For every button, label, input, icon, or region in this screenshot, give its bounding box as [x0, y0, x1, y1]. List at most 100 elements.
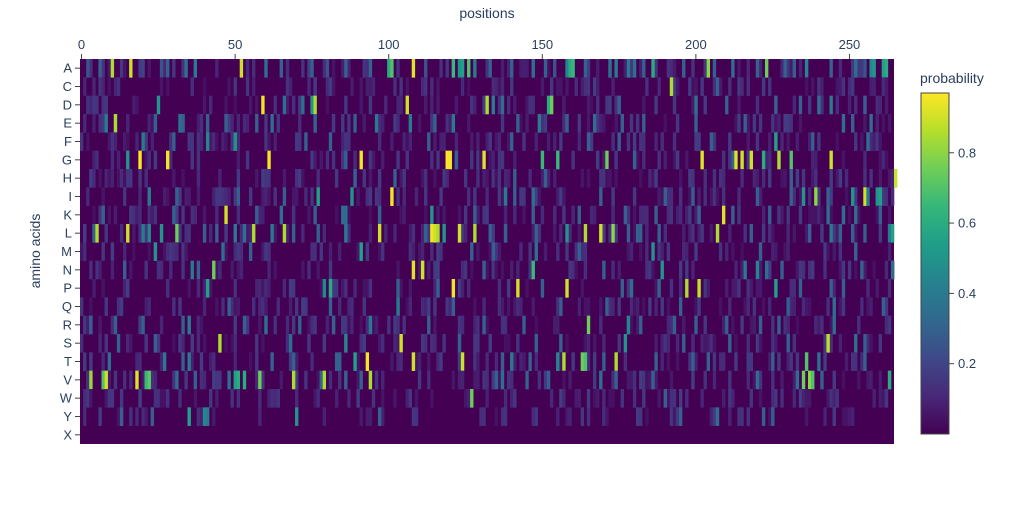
heatmap-cell: [682, 242, 686, 261]
heatmap-cell: [801, 169, 806, 188]
heatmap-cell: [485, 169, 489, 188]
heatmap-cell: [602, 150, 606, 170]
heatmap-cell: [159, 77, 164, 96]
heatmap-cell: [101, 242, 105, 261]
heatmap-cell: [129, 169, 133, 188]
y-tick-label: D: [63, 97, 72, 112]
heatmap-cell: [553, 205, 557, 225]
heatmap-cell: [439, 242, 443, 261]
heatmap-cell: [467, 187, 471, 206]
heatmap-cell: [119, 169, 124, 188]
heatmap-cell: [740, 242, 744, 261]
heatmap-plot-area[interactable]: [80, 59, 898, 444]
heatmap-cell: [626, 279, 631, 298]
heatmap-cell: [531, 224, 535, 243]
heatmap-cell: [414, 407, 419, 426]
heatmap-cell: [611, 205, 615, 225]
heatmap-cell: [236, 114, 241, 133]
heatmap-cell: [688, 187, 692, 206]
heatmap-cell-I-138: [503, 187, 508, 206]
heatmap-cell: [233, 77, 237, 96]
heatmap-cell-M-127: [470, 242, 474, 261]
heatmap-cell: [473, 370, 477, 390]
heatmap-cell: [304, 297, 308, 316]
heatmap-cell: [709, 187, 714, 206]
heatmap-cell: [138, 187, 142, 206]
heatmap-cell: [688, 205, 692, 225]
heatmap-cell: [823, 352, 827, 371]
y-axis-title: amino acids: [27, 214, 43, 289]
heatmap-cell: [657, 242, 661, 261]
heatmap-cell-N-43: [212, 260, 216, 280]
heatmap-cell: [503, 334, 508, 353]
heatmap-cell-V-238: [811, 370, 815, 390]
heatmap-cell: [307, 260, 311, 280]
heatmap-cell: [190, 352, 194, 371]
heatmap-cell-S-211: [728, 334, 732, 353]
heatmap-cell: [586, 114, 591, 133]
heatmap-cell: [703, 279, 707, 298]
heatmap-cell-I-101: [390, 187, 394, 206]
heatmap-cell-Y-23: [150, 407, 155, 426]
heatmap-cell: [503, 205, 508, 225]
heatmap-cell: [381, 150, 385, 170]
heatmap-cell: [248, 224, 253, 243]
heatmap-cell: [368, 95, 373, 115]
y-tick-label: L: [65, 226, 72, 241]
heatmap-cell: [224, 242, 228, 261]
heatmap-cell: [113, 205, 118, 225]
x-tick-label: 250: [839, 37, 861, 52]
heatmap-cell: [562, 370, 566, 390]
heatmap-cell: [654, 169, 658, 188]
heatmap-cell: [460, 279, 465, 298]
heatmap-cell: [608, 297, 612, 316]
heatmap-cell: [230, 389, 234, 408]
heatmap-cell: [721, 150, 726, 170]
heatmap-cell-T-83: [334, 352, 339, 371]
heatmap-cell-S-230: [786, 334, 790, 353]
heatmap-cell: [660, 132, 664, 151]
heatmap-cell-T-164: [583, 352, 588, 371]
heatmap-cell-G-202: [700, 150, 704, 170]
heatmap-cell-L-247: [838, 224, 843, 243]
heatmap-cell: [390, 132, 394, 151]
heatmap-cell: [202, 95, 207, 115]
heatmap-cell: [365, 242, 370, 261]
heatmap-cell: [525, 95, 529, 115]
heatmap-cell: [678, 279, 683, 298]
heatmap-cell: [494, 169, 499, 188]
heatmap-cell: [783, 169, 787, 188]
heatmap-cell-R-227: [777, 315, 781, 335]
heatmap-cell-R-94: [368, 315, 373, 335]
x-tick-label: 50: [228, 37, 242, 52]
heatmap-cell: [700, 334, 704, 353]
heatmap-cell: [236, 205, 241, 225]
heatmap-cell: [159, 352, 164, 371]
heatmap-cell: [233, 334, 237, 353]
heatmap-cell: [841, 407, 846, 426]
heatmap-cell: [95, 150, 99, 170]
heatmap-cell: [771, 114, 775, 133]
heatmap-cell: [844, 187, 849, 206]
heatmap-cell: [666, 59, 671, 78]
heatmap-cell: [691, 169, 695, 188]
heatmap-cell: [771, 224, 775, 243]
heatmap-cell: [322, 334, 327, 353]
heatmap-cell: [485, 59, 489, 78]
heatmap-cell: [368, 205, 373, 225]
heatmap-cell-A-133: [488, 59, 492, 78]
heatmap-cell: [86, 315, 90, 335]
heatmap-cell: [494, 132, 499, 151]
heatmap-cell: [485, 187, 489, 206]
heatmap-cell: [801, 297, 806, 316]
heatmap-cell: [334, 389, 339, 408]
heatmap-cell: [755, 95, 760, 115]
heatmap-cell: [780, 169, 784, 188]
heatmap-cell: [417, 242, 422, 261]
heatmap-cell: [279, 370, 284, 390]
heatmap-cell: [666, 389, 671, 408]
heatmap-cell: [854, 187, 858, 206]
heatmap-cell: [712, 187, 717, 206]
heatmap-cell: [749, 315, 753, 335]
heatmap-cell: [473, 315, 477, 335]
